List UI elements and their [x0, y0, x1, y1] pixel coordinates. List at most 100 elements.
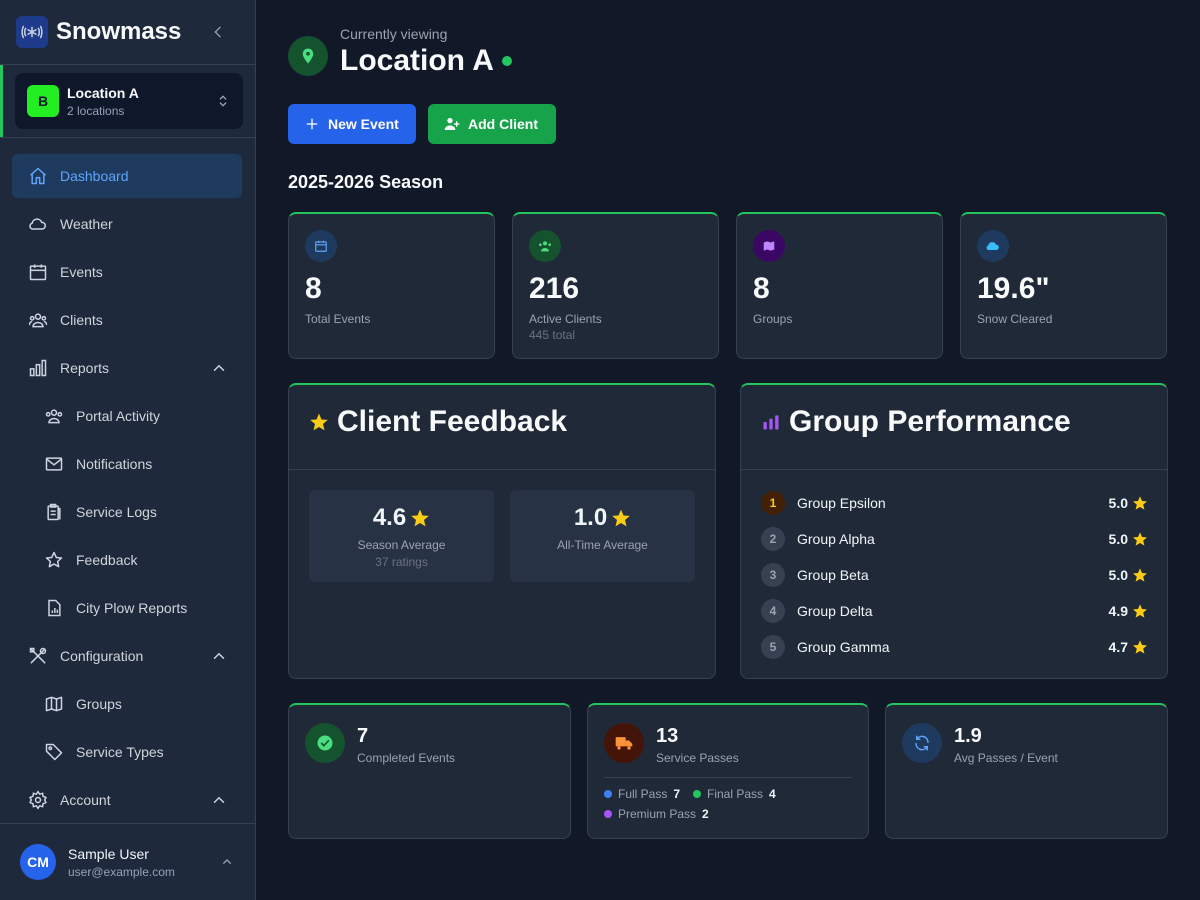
- sidebar-item-groups[interactable]: Groups: [12, 682, 242, 726]
- pass-item-full: Full Pass 7: [604, 787, 680, 801]
- score-value: 4.7: [1108, 639, 1128, 655]
- sidebar-item-service-types[interactable]: Service Types: [12, 730, 242, 774]
- sidebar-item-label: City Plow Reports: [76, 600, 188, 616]
- page-title-text: Location A: [340, 44, 494, 77]
- brand[interactable]: Snowmass: [16, 16, 181, 48]
- chevrons-up-down-icon: [219, 95, 227, 107]
- list-item[interactable]: 1 Group Epsilon 5.0: [761, 491, 1148, 517]
- service-passes-value: 13: [656, 725, 679, 747]
- sidebar-item-events[interactable]: Events: [12, 250, 242, 294]
- rank-badge: 4: [761, 599, 785, 623]
- divider: [0, 137, 256, 138]
- sidebar-item-dashboard[interactable]: Dashboard: [12, 154, 242, 198]
- map-icon: [45, 696, 63, 712]
- calendar-icon: [305, 230, 337, 262]
- avg-passes-label: Avg Passes / Event: [954, 751, 1058, 765]
- sidebar-item-reports[interactable]: Reports: [12, 346, 242, 390]
- sidebar-item-label: Reports: [60, 360, 110, 376]
- new-event-label: New Event: [328, 116, 399, 132]
- list-item[interactable]: 4 Group Delta 4.9: [761, 599, 1148, 625]
- sidebar-item-configuration[interactable]: Configuration: [12, 634, 242, 678]
- check-circle-icon: [305, 723, 345, 763]
- sidebar-item-label: Service Types: [76, 744, 164, 760]
- divider: [0, 823, 256, 824]
- user-plus-icon: [444, 118, 460, 130]
- avatar: CM: [20, 844, 56, 880]
- season-average-box: 4.6 Season Average 37 ratings: [309, 490, 494, 582]
- sidebar-item-label: Account: [60, 792, 111, 808]
- snowflake-icon: [16, 16, 48, 48]
- users-icon: [28, 313, 48, 328]
- add-client-button[interactable]: Add Client: [428, 104, 556, 144]
- chevron-up-icon: [213, 796, 225, 803]
- location-switcher[interactable]: B Location A 2 locations: [15, 73, 243, 129]
- pass-name: Full Pass: [618, 787, 668, 801]
- status-indicator: [501, 56, 512, 66]
- group-name: Group Beta: [797, 567, 869, 583]
- star-icon: [310, 413, 328, 431]
- sidebar-item-label: Portal Activity: [76, 408, 161, 424]
- group-score: 5.0: [1109, 495, 1148, 511]
- calendar-icon: [29, 264, 47, 281]
- stat-label: Active Clients: [529, 312, 602, 326]
- panel-title: Group Performance: [789, 405, 1071, 438]
- stat-value: 216: [529, 272, 580, 305]
- divider: [289, 469, 715, 470]
- season-heading: 2025-2026 Season: [288, 172, 444, 192]
- user-menu[interactable]: CM Sample User user@example.com: [0, 824, 256, 900]
- alltime-average-box: 1.0 All-Time Average: [510, 490, 695, 582]
- sidebar-item-city-plow-reports[interactable]: City Plow Reports: [12, 586, 242, 630]
- group-name: Group Alpha: [797, 531, 875, 547]
- page-title: Location A: [340, 44, 512, 78]
- tag-icon: [45, 743, 63, 761]
- sidebar-item-label: Configuration: [60, 648, 144, 664]
- rank-badge: 5: [761, 635, 785, 659]
- list-item[interactable]: 5 Group Gamma 4.7: [761, 635, 1148, 661]
- sidebar-item-label: Weather: [60, 216, 113, 232]
- group-score: 4.7: [1109, 639, 1148, 655]
- score-value: 5.0: [1108, 495, 1128, 511]
- sidebar-item-clients[interactable]: Clients: [12, 298, 242, 342]
- stat-value: 19.6": [977, 272, 1050, 305]
- sidebar-item-account[interactable]: Account: [12, 778, 242, 822]
- new-event-button[interactable]: New Event: [288, 104, 416, 144]
- rating-value: 4.6: [309, 504, 494, 532]
- list-item[interactable]: 2 Group Alpha 5.0: [761, 527, 1148, 553]
- list-item[interactable]: 3 Group Beta 5.0: [761, 563, 1148, 589]
- stat-card-total-events: 8 Total Events: [288, 212, 495, 359]
- star-icon: [1133, 532, 1147, 546]
- stat-value: 8: [753, 272, 770, 305]
- sidebar-item-portal-activity[interactable]: Portal Activity: [12, 394, 242, 438]
- mail-icon: [45, 457, 63, 471]
- completed-events-label: Completed Events: [357, 751, 456, 765]
- pass-count: 7: [673, 787, 681, 801]
- bar-chart-icon: [29, 359, 47, 377]
- avg-passes-value: 1.9: [954, 725, 982, 747]
- sidebar-item-label: Dashboard: [60, 168, 129, 184]
- star-icon: [1133, 496, 1147, 510]
- sidebar-item-notifications[interactable]: Notifications: [12, 442, 242, 486]
- map-icon: [753, 230, 785, 262]
- sidebar-item-weather[interactable]: Weather: [12, 202, 242, 246]
- stat-card-snow-cleared: 19.6" Snow Cleared: [960, 212, 1167, 359]
- chevron-up-icon: [223, 859, 231, 864]
- users-icon: [45, 409, 63, 424]
- pass-count: 2: [702, 807, 709, 821]
- sidebar-item-label: Clients: [60, 312, 103, 328]
- group-score: 4.9: [1109, 603, 1148, 619]
- users-icon: [529, 230, 561, 262]
- sidebar-item-service-logs[interactable]: Service Logs: [12, 490, 242, 534]
- ratings-count: 37 ratings: [375, 555, 428, 569]
- chevron-left-icon: [214, 26, 221, 38]
- rank-badge: 2: [761, 527, 785, 551]
- collapse-sidebar-button[interactable]: [208, 22, 228, 42]
- user-email: user@example.com: [68, 865, 175, 879]
- sidebar-item-feedback[interactable]: Feedback: [12, 538, 242, 582]
- avg-passes-card: 1.9 Avg Passes / Event: [885, 703, 1168, 839]
- star-icon: [612, 509, 630, 527]
- rank-badge: 1: [761, 491, 785, 515]
- rank-badge: 3: [761, 563, 785, 587]
- star-icon: [1133, 568, 1147, 582]
- sidebar-item-label: Service Logs: [76, 504, 157, 520]
- sidebar-item-label: Feedback: [76, 552, 138, 568]
